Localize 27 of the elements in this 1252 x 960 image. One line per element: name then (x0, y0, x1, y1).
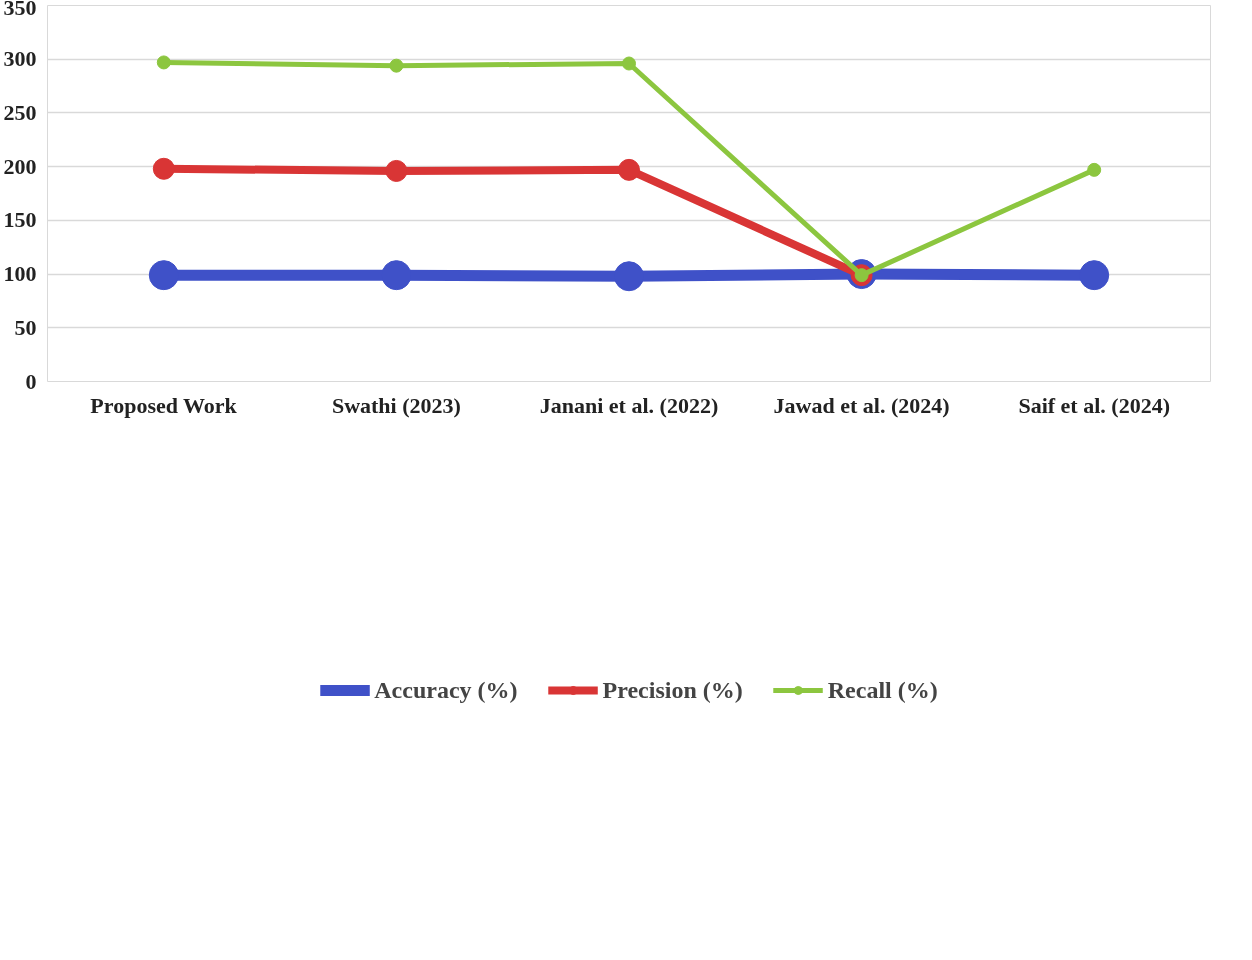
point (156, 55, 171, 70)
point (614, 261, 644, 292)
y-tick-label: 200 (3, 153, 37, 179)
point (1079, 260, 1110, 291)
legend-label: Precision (%) (602, 676, 743, 704)
point (148, 260, 179, 291)
x-tick-label: Saif et al. (2024) (1018, 392, 1170, 418)
point (622, 56, 636, 71)
x-tick-label: Swathi (2023) (331, 392, 461, 418)
legend-label: Recall (%) (827, 676, 938, 704)
point (152, 157, 175, 180)
y-tick-label: 250 (3, 99, 37, 125)
y-tick-label: 0 (25, 368, 37, 394)
y-tick-label: 350 (3, 0, 37, 20)
y-tick-label: 100 (3, 261, 37, 287)
point (385, 159, 408, 182)
point (381, 260, 412, 291)
legend-label: Accuracy (%) (374, 676, 518, 704)
y-tick-label: 300 (3, 46, 37, 72)
point (1087, 162, 1102, 177)
y-tick-label: 50 (14, 314, 37, 340)
point (618, 158, 640, 181)
x-tick-label: Janani et al. (2022) (539, 392, 719, 418)
point (389, 58, 404, 73)
y-tick-label: 150 (3, 207, 37, 233)
x-tick-label: Jawad et al. (2024) (773, 392, 950, 418)
x-tick-label: Proposed Work (90, 392, 238, 418)
